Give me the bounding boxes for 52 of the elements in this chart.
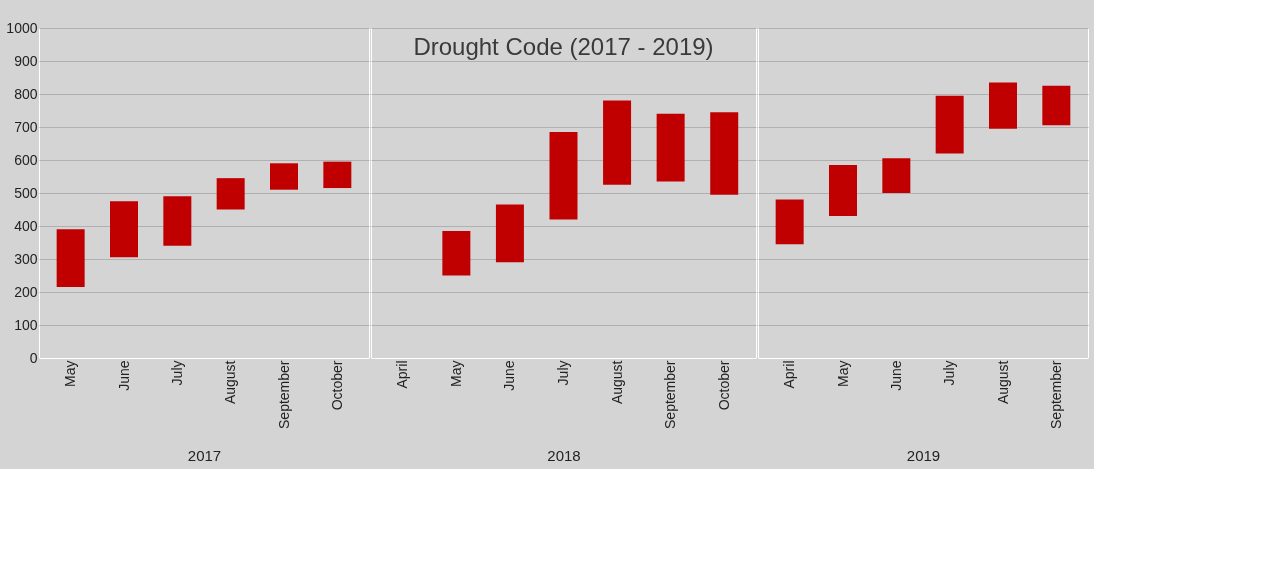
y-tick-label: 700 xyxy=(14,118,38,135)
bar xyxy=(216,178,245,210)
y-tick-label: 400 xyxy=(14,217,38,234)
y-tick-label: 600 xyxy=(14,151,38,168)
x-tick-label: June xyxy=(501,360,518,391)
y-tick-label: 0 xyxy=(29,349,38,366)
x-tick-label: August xyxy=(222,360,239,405)
bar xyxy=(989,82,1017,129)
x-axis-title: 2019 xyxy=(906,446,941,464)
bar xyxy=(1042,85,1071,126)
bar xyxy=(549,131,578,220)
x-tick-label: September xyxy=(275,360,292,429)
bar xyxy=(710,112,739,195)
x-tick-label: July xyxy=(555,360,571,386)
x-tick-label: May xyxy=(834,360,851,387)
bar xyxy=(270,163,298,190)
bar xyxy=(882,158,911,193)
chart-title: Drought Code (2017 - 2019) xyxy=(413,33,714,60)
x-tick-label: August xyxy=(608,360,625,405)
x-tick-label: July xyxy=(168,360,185,386)
x-tick-label: May xyxy=(447,360,464,387)
bar xyxy=(603,100,632,185)
y-tick-label: 200 xyxy=(14,283,38,300)
x-tick-label: June xyxy=(887,360,904,391)
x-axis-title: 2017 xyxy=(187,446,222,464)
bar xyxy=(656,113,685,182)
y-tick-label: 900 xyxy=(14,52,38,69)
bar xyxy=(829,164,857,217)
bar xyxy=(442,230,471,276)
x-tick-label: June xyxy=(115,360,132,391)
bar xyxy=(56,229,85,288)
bar xyxy=(495,204,524,263)
y-tick-label: 300 xyxy=(14,250,38,267)
x-axis-title: 2018 xyxy=(547,446,581,464)
y-tick-label: 800 xyxy=(14,85,38,102)
bar xyxy=(110,201,138,258)
bar xyxy=(935,95,964,154)
y-tick-label: 1000 xyxy=(6,19,38,36)
x-tick-label: April xyxy=(781,360,798,389)
y-tick-label: 500 xyxy=(14,184,38,201)
x-tick-label: September xyxy=(662,360,679,429)
x-tick-label: April xyxy=(394,360,411,389)
x-tick-label: July xyxy=(941,360,958,386)
bar xyxy=(163,196,192,246)
x-tick-label: October xyxy=(715,360,732,411)
x-tick-label: October xyxy=(328,360,345,411)
bar xyxy=(775,199,804,245)
y-tick-label: 100 xyxy=(14,316,38,333)
x-tick-label: September xyxy=(1047,360,1064,429)
bar xyxy=(323,161,352,189)
x-tick-label: August xyxy=(994,360,1011,405)
x-tick-label: May xyxy=(62,360,79,387)
